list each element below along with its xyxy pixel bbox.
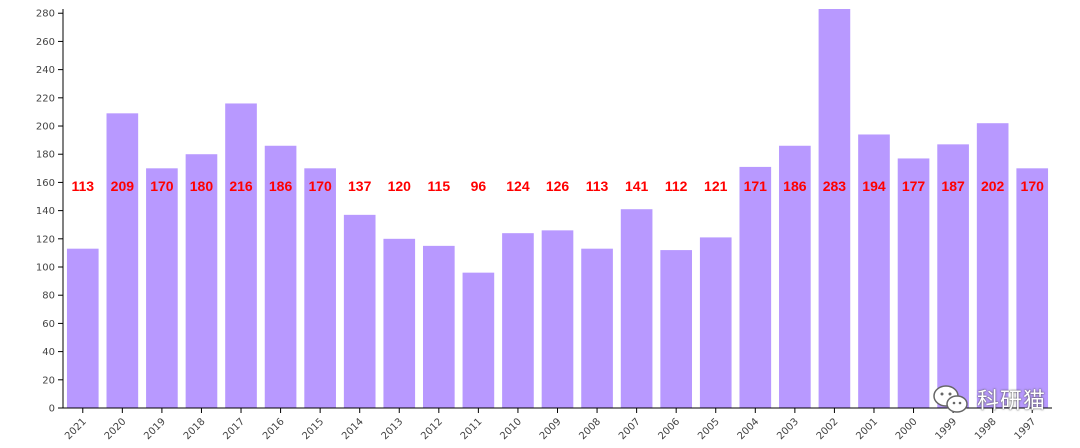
x-tick-label: 2009 bbox=[538, 416, 564, 442]
bar bbox=[818, 9, 851, 408]
data-label: 126 bbox=[546, 178, 570, 194]
data-label: 171 bbox=[744, 178, 768, 194]
x-tick-label: 1999 bbox=[933, 416, 959, 442]
x-tick-label: 2020 bbox=[103, 416, 129, 442]
x-tick-label: 2007 bbox=[617, 416, 643, 442]
wechat-icon bbox=[933, 385, 968, 413]
bars-layer bbox=[66, 9, 1049, 409]
x-tick-label: 2000 bbox=[894, 416, 920, 442]
data-label: 115 bbox=[428, 178, 451, 194]
data-label: 96 bbox=[471, 178, 487, 194]
bar bbox=[264, 145, 297, 409]
data-label: 113 bbox=[586, 178, 609, 194]
x-tick-label: 2018 bbox=[182, 416, 208, 442]
bar bbox=[858, 134, 890, 408]
bar bbox=[937, 144, 969, 408]
bar bbox=[739, 166, 772, 408]
bar bbox=[422, 245, 455, 408]
x-tick-label: 2017 bbox=[221, 416, 247, 442]
data-label: 170 bbox=[308, 178, 332, 194]
bar bbox=[660, 250, 693, 408]
y-tick-label: 120 bbox=[36, 234, 55, 245]
bar bbox=[541, 230, 574, 408]
y-tick-label: 180 bbox=[36, 150, 55, 161]
x-tick-label: 2008 bbox=[577, 416, 603, 442]
y-tick-label: 20 bbox=[42, 375, 55, 386]
bar bbox=[106, 113, 139, 408]
data-label: 120 bbox=[388, 178, 412, 194]
x-tick-label: 2016 bbox=[261, 416, 287, 442]
y-tick-label: 220 bbox=[36, 93, 55, 104]
x-tick-label: 2006 bbox=[657, 416, 683, 442]
bar bbox=[897, 158, 930, 408]
y-tick-label: 60 bbox=[42, 319, 55, 330]
data-label: 187 bbox=[941, 178, 965, 194]
y-tick-label: 80 bbox=[42, 291, 55, 302]
bar bbox=[66, 248, 99, 408]
y-tick-label: 100 bbox=[36, 263, 55, 274]
bar bbox=[462, 272, 495, 408]
y-tick-label: 200 bbox=[36, 122, 55, 133]
x-tick-label: 1998 bbox=[973, 416, 999, 442]
data-label: 177 bbox=[902, 178, 926, 194]
bar bbox=[581, 248, 613, 408]
data-label: 141 bbox=[625, 178, 649, 194]
data-label: 186 bbox=[783, 178, 807, 194]
data-label: 209 bbox=[111, 178, 135, 194]
y-tick-label: 40 bbox=[42, 347, 55, 358]
y-axis: 0 20 40 60 80 100 120 140 160 180 200 220 240 260 280 bbox=[36, 9, 64, 415]
bar bbox=[383, 238, 416, 408]
bar bbox=[185, 154, 218, 408]
x-tick-label: 2004 bbox=[736, 416, 762, 442]
data-label: 202 bbox=[981, 178, 1005, 194]
bar bbox=[779, 145, 811, 409]
bar bbox=[1016, 168, 1049, 408]
watermark: 科研猫 bbox=[931, 382, 1046, 416]
bar bbox=[146, 168, 178, 408]
data-label: 170 bbox=[1021, 178, 1045, 194]
y-tick-label: 160 bbox=[36, 178, 55, 189]
x-tick-label: 2003 bbox=[775, 416, 801, 442]
x-tick-label: 2005 bbox=[696, 416, 722, 442]
x-tick-label: 2014 bbox=[340, 416, 366, 442]
data-label: 186 bbox=[269, 178, 293, 194]
x-tick-label: 2001 bbox=[854, 416, 880, 442]
bar bbox=[699, 237, 732, 408]
value-labels: 113 209 170 180 216 186 170 137 120 115 96 124 126 11… bbox=[71, 178, 1044, 194]
data-label: 180 bbox=[190, 178, 214, 194]
y-tick-label: 240 bbox=[36, 65, 55, 76]
data-label: 124 bbox=[506, 178, 530, 194]
data-label: 216 bbox=[229, 178, 253, 194]
x-tick-label: 2015 bbox=[300, 416, 326, 442]
y-tick-label: 260 bbox=[36, 37, 55, 48]
data-label: 137 bbox=[348, 178, 372, 194]
watermark-text: 科研猫 bbox=[976, 389, 1046, 414]
bar bbox=[976, 123, 1009, 408]
x-tick-label: 2012 bbox=[419, 416, 445, 442]
bar bbox=[343, 214, 376, 408]
x-tick-label: 2013 bbox=[380, 416, 406, 442]
y-tick-label: 280 bbox=[36, 9, 55, 20]
data-label: 170 bbox=[150, 178, 174, 194]
data-label: 283 bbox=[823, 178, 847, 194]
x-tick-label: 2010 bbox=[498, 416, 524, 442]
x-tick-label: 2019 bbox=[142, 416, 168, 442]
y-tick-label: 0 bbox=[49, 404, 55, 415]
data-label: 112 bbox=[665, 178, 688, 194]
data-label: 121 bbox=[704, 178, 728, 194]
x-axis: 2021 2020 2019 2018 2017 2016 2015 2014 2013 2012… bbox=[63, 407, 1052, 442]
data-label: 113 bbox=[71, 178, 94, 194]
bar bbox=[304, 168, 336, 408]
x-tick-label: 2002 bbox=[815, 416, 841, 442]
bar bbox=[225, 103, 257, 409]
bar bbox=[620, 209, 653, 408]
data-label: 194 bbox=[862, 178, 886, 194]
x-tick-label: 1997 bbox=[1013, 416, 1039, 442]
x-tick-label: 2011 bbox=[459, 416, 485, 442]
y-tick-label: 140 bbox=[36, 206, 55, 217]
bar bbox=[502, 233, 534, 408]
x-tick-label: 2021 bbox=[63, 416, 89, 442]
